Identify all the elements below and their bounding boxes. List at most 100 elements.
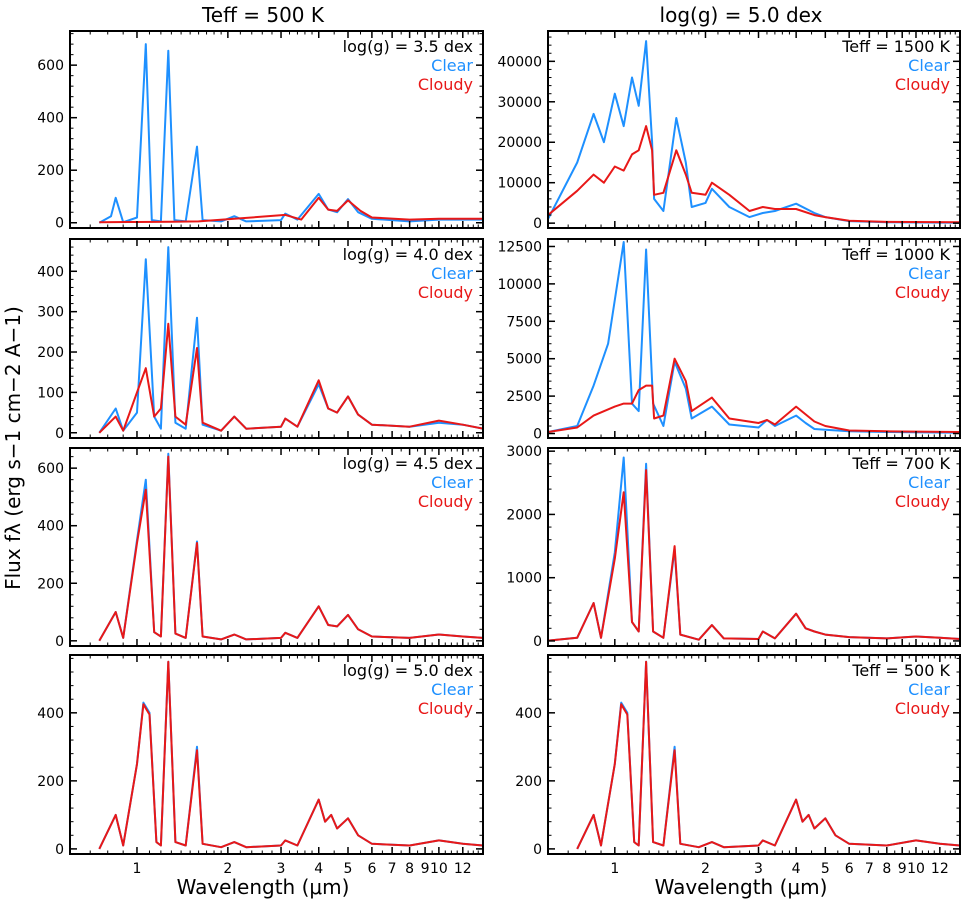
legend-clear: Clear — [908, 680, 950, 699]
y-tick-label: 40000 — [497, 54, 542, 70]
legend-cloudy: Cloudy — [895, 75, 950, 94]
y-tick-label: 400 — [37, 519, 64, 535]
y-axis-label: Flux fλ (erg s−1 cm−2 A−1) — [1, 306, 25, 590]
y-tick-label: 5000 — [506, 352, 542, 368]
x-tick-label: 4 — [314, 861, 323, 877]
y-tick-label: 20000 — [497, 135, 542, 151]
x-tick-label: 8 — [882, 861, 891, 877]
cloudy-series-line — [548, 469, 960, 642]
clear-series-line — [98, 43, 483, 224]
axes-frame — [547, 447, 961, 647]
y-tick-label: 2500 — [506, 389, 542, 405]
panel-label: log(g) = 4.5 dex — [343, 454, 473, 473]
panel-label: log(g) = 3.5 dex — [343, 37, 473, 56]
y-tick-label: 7500 — [506, 314, 542, 330]
x-tick-label: 2 — [701, 861, 710, 877]
clear-series-line — [548, 241, 960, 434]
axes-frame — [69, 238, 484, 439]
axes-frame — [547, 238, 961, 439]
clear-series-line — [548, 40, 960, 224]
x-tick-label: 12 — [931, 861, 949, 877]
legend-cloudy: Cloudy — [895, 492, 950, 511]
x-tick-label: 2 — [223, 861, 232, 877]
legend-cloudy: Cloudy — [418, 75, 473, 94]
legend-cloudy: Cloudy — [418, 699, 473, 718]
cloudy-series-line — [548, 357, 960, 433]
legend-clear: Clear — [908, 473, 950, 492]
cloudy-series-line — [576, 660, 960, 850]
y-tick-label: 3000 — [506, 444, 542, 460]
x-tick-label: 7 — [388, 861, 397, 877]
x-tick-label: 6 — [367, 861, 376, 877]
x-tick-label: 1 — [133, 861, 142, 877]
axes-frame — [69, 654, 484, 855]
x-tick-label: 12 — [454, 861, 472, 877]
cloudy-series-line — [548, 125, 960, 224]
legend-clear: Clear — [431, 680, 473, 699]
x-tick-label: 4 — [792, 861, 801, 877]
cloudy-series-line — [98, 455, 483, 642]
y-tick-label: 0 — [533, 842, 542, 858]
x-tick-label: 9 — [421, 861, 430, 877]
x-tick-label: 6 — [845, 861, 854, 877]
clear-series-line — [98, 246, 483, 434]
x-tick-label: 9 — [898, 861, 907, 877]
y-tick-label: 10000 — [497, 277, 542, 293]
y-tick-label: 300 — [37, 305, 64, 321]
y-tick-label: 12500 — [497, 239, 542, 255]
y-tick-label: 0 — [533, 427, 542, 443]
y-tick-label: 400 — [37, 111, 64, 127]
panel-label: Teff = 1000 K — [841, 245, 950, 264]
y-tick-label: 0 — [55, 426, 64, 442]
y-tick-label: 1000 — [506, 571, 542, 587]
legend-clear: Clear — [431, 56, 473, 75]
y-tick-label: 200 — [37, 163, 64, 179]
legend-clear: Clear — [431, 473, 473, 492]
x-axis-label-right: Wavelength (μm) — [655, 875, 828, 899]
y-tick-label: 0 — [533, 216, 542, 232]
legend-clear: Clear — [431, 264, 473, 283]
x-axis-label-left: Wavelength (μm) — [177, 875, 350, 899]
y-tick-label: 0 — [55, 634, 64, 650]
y-tick-label: 200 — [37, 576, 64, 592]
y-tick-label: 400 — [515, 706, 542, 722]
y-tick-label: 10000 — [497, 176, 542, 192]
x-tick-label: 10 — [907, 861, 925, 877]
x-tick-label: 7 — [865, 861, 874, 877]
y-tick-label: 2000 — [506, 507, 542, 523]
y-tick-label: 200 — [37, 774, 64, 790]
panel-1-1: 0 2500 5000 7500 10000 12500 Teff = 1000 KClea… — [497, 238, 961, 443]
clear-series-line — [576, 660, 960, 850]
column-title-right: log(g) = 5.0 dex — [660, 3, 823, 27]
y-tick-label: 0 — [55, 842, 64, 858]
x-tick-label: 3 — [277, 861, 286, 877]
panel-label: log(g) = 5.0 dex — [343, 661, 473, 680]
legend-clear: Clear — [908, 264, 950, 283]
cloudy-series-line — [99, 196, 483, 224]
legend-cloudy: Cloudy — [418, 283, 473, 302]
panel-0-1: 0 10000 20000 30000 40000 Teff = 1500 KClearC… — [497, 30, 961, 232]
clear-series-line — [98, 660, 483, 850]
y-tick-label: 30000 — [497, 95, 542, 111]
y-tick-label: 200 — [37, 345, 64, 361]
x-tick-label: 8 — [405, 861, 414, 877]
axes-frame — [547, 654, 961, 855]
x-tick-label: 10 — [430, 861, 448, 877]
panel-label: log(g) = 4.0 dex — [343, 245, 473, 264]
x-tick-label: 3 — [754, 861, 763, 877]
axes-frame — [69, 447, 484, 647]
axes-frame — [547, 30, 961, 229]
y-tick-label: 0 — [533, 634, 542, 650]
panel-label: Teff = 500 K — [851, 661, 950, 680]
y-tick-label: 400 — [37, 264, 64, 280]
panel-label: Teff = 700 K — [851, 454, 950, 473]
y-tick-label: 600 — [37, 461, 64, 477]
